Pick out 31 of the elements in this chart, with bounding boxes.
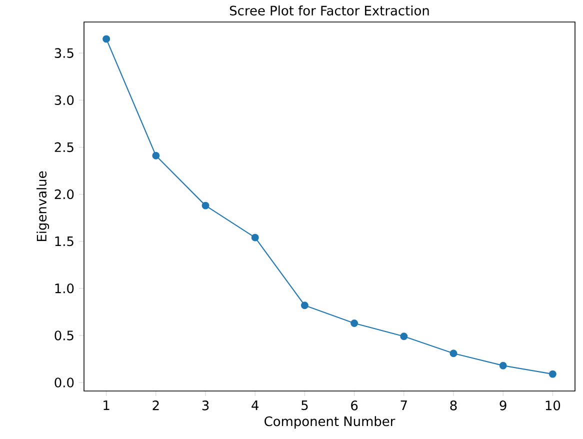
y-tick-label: 3.0 <box>54 95 74 106</box>
x-tick-label: 8 <box>450 400 457 410</box>
y-tick-label: 2.0 <box>54 189 74 200</box>
y-tick-label: 1.0 <box>55 284 74 294</box>
y-tick-label: 3.5 <box>54 48 74 58</box>
y-tick-label: 0.5 <box>54 330 74 340</box>
y-tick-label: 0.0 <box>54 378 74 388</box>
x-tick-label: 2 <box>152 400 159 410</box>
point <box>152 152 160 160</box>
point <box>251 234 259 242</box>
x-tick-label: 3 <box>202 400 209 410</box>
point <box>499 362 507 370</box>
point <box>300 302 308 310</box>
point <box>450 350 458 358</box>
x-tick-label: 7 <box>400 400 407 410</box>
point <box>102 35 110 43</box>
point <box>202 202 210 210</box>
x-tick-label: 6 <box>351 400 358 410</box>
x-axis-title: Component Number <box>264 416 396 429</box>
point <box>548 370 556 378</box>
x-tick-label: 10 <box>546 400 560 410</box>
y-tick-label: 2.5 <box>54 142 74 152</box>
x-tick-label: 5 <box>302 400 308 410</box>
x-tick-label: 9 <box>500 400 506 410</box>
y-axis-title: Eigenvalue <box>36 171 50 242</box>
x-tick-label: 1 <box>104 400 110 410</box>
point <box>350 319 358 327</box>
chart-title: Scree Plot for Factor Extraction <box>230 5 429 16</box>
x-tick-label: 4 <box>252 400 259 410</box>
point <box>400 332 408 340</box>
y-tick-label: 1.5 <box>55 236 74 246</box>
